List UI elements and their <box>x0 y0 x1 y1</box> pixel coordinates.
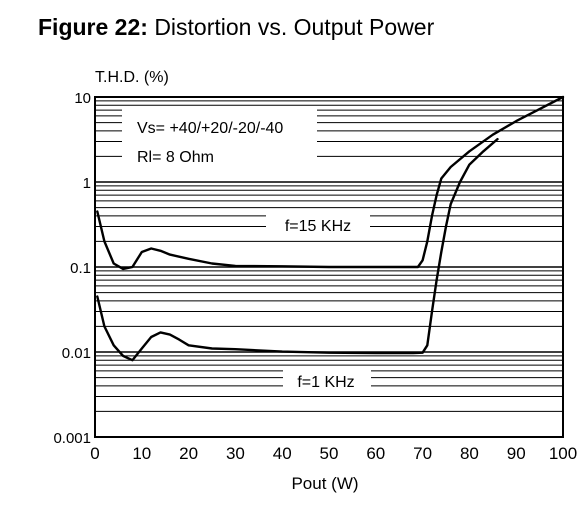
annotation-boxes <box>122 108 371 394</box>
x-tick-label: 60 <box>366 444 385 463</box>
y-axis-label: T.H.D. (%) <box>95 69 169 86</box>
figure-title: Figure 22: Distortion vs. Output Power <box>38 14 434 41</box>
y-tick-label: 10 <box>74 90 91 107</box>
series-label-15khz: f=15 KHz <box>285 218 351 235</box>
x-tick-label: 70 <box>413 444 432 463</box>
supply-voltage-annotation: Vs= +40/+20/-20/-40 <box>137 120 283 137</box>
y-tick-label: 1 <box>83 175 91 192</box>
series-line-0 <box>96 95 565 271</box>
figure-caption: Distortion vs. Output Power <box>154 14 435 40</box>
label-box-15khz <box>266 212 370 238</box>
x-tick-label: 20 <box>179 444 198 463</box>
x-tick-label: 90 <box>507 444 526 463</box>
x-axis-label: Pout (W) <box>291 474 358 493</box>
figure-number: Figure 22: <box>38 14 148 40</box>
x-tick-label: 40 <box>273 444 292 463</box>
label-box-1khz <box>283 368 371 394</box>
x-tick-label: 0 <box>90 444 99 463</box>
x-axis-ticks: 0 10 20 30 40 50 60 70 80 90 100 <box>90 444 577 463</box>
x-tick-label: 50 <box>320 444 339 463</box>
load-annotation: Rl= 8 Ohm <box>137 149 214 166</box>
grid <box>95 100 563 412</box>
series-line-1 <box>96 137 499 362</box>
y-axis-ticks: 0.001 0.01 0.1 1 10 <box>53 90 91 447</box>
x-tick-label: 10 <box>132 444 151 463</box>
annotation-box <box>122 108 317 170</box>
y-tick-label: 0.01 <box>62 345 91 362</box>
series-lines <box>96 95 565 362</box>
plot-frame <box>94 96 564 438</box>
y-tick-label: 0.1 <box>70 260 91 277</box>
x-tick-label: 80 <box>460 444 479 463</box>
x-tick-label: 30 <box>226 444 245 463</box>
y-tick-label: 0.001 <box>53 430 91 447</box>
series-label-1khz: f=1 KHz <box>297 374 354 391</box>
x-tick-label: 100 <box>549 444 577 463</box>
